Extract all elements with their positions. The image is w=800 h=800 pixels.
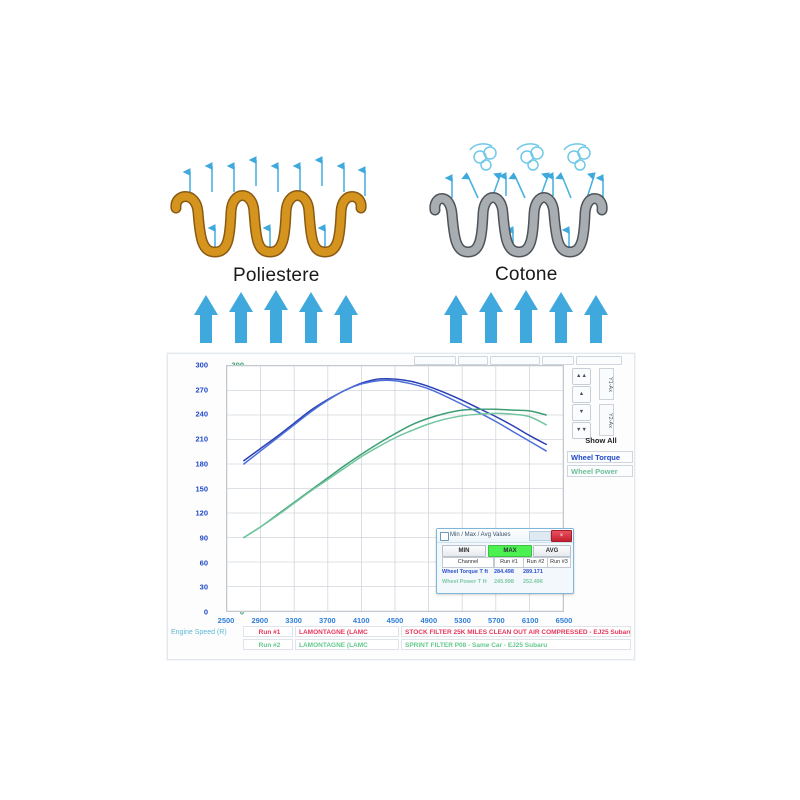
legend-row-run2[interactable]: Run #2 LAMONTAGNE (LAMC SPRINT FILTER P0…: [243, 639, 631, 650]
axis-tick-label: 3700: [319, 616, 336, 625]
row-power-channel: Wheel Power T H: [442, 579, 487, 585]
max-button[interactable]: MAX: [488, 545, 532, 557]
y2-axis-tab[interactable]: Y2-Ax: [599, 404, 614, 436]
y1-axis-tab[interactable]: Y1-Ax: [599, 368, 614, 400]
engine-speed-label: Engine Speed (R): [171, 629, 227, 636]
cotton-group: [429, 143, 608, 343]
legend-run1-description: STOCK FILTER 25K MILES CLEAN OUT AIR COM…: [401, 626, 631, 637]
y-axis-torque-labels: 300 270 240 210 180 150 120 90 60 30 0: [174, 354, 208, 622]
axis-tick-label: 0: [203, 607, 208, 617]
scroll-bottom-button[interactable]: ▼▼: [572, 422, 591, 439]
polyester-valley-airflow-arrows: [207, 224, 326, 250]
axis-tick-label: 240: [195, 409, 208, 419]
legend-run2-number: Run #2: [243, 639, 293, 650]
cotton-intake-arrows: [444, 290, 608, 343]
table-header-run2: Run #2: [523, 557, 548, 568]
polyester-fiber: [172, 191, 366, 257]
dialog-title: Min / Max / Avg Values: [450, 532, 511, 538]
polyester-intake-arrows: [194, 290, 358, 343]
axis-tick-label: 0: [239, 607, 244, 617]
axis-tick-label: 5300: [454, 616, 471, 625]
axis-tick-label: 6500: [555, 616, 573, 625]
axis-tick-label: 2500: [217, 616, 235, 625]
axis-tick-label: 3300: [285, 616, 302, 625]
row-torque-run1: 284.498: [494, 569, 514, 575]
close-icon[interactable]: ×: [551, 530, 572, 542]
cotton-trapped-particles: [469, 143, 591, 171]
polyester-upper-airflow-arrows: [182, 156, 366, 198]
dialog-title-bar[interactable]: Min / Max / Avg Values ×: [437, 529, 573, 543]
polyester-label: Poliestere: [233, 265, 320, 286]
run-legend: Engine Speed (R) Run #1 LAMONTAGNE (LAMC…: [171, 625, 631, 655]
scroll-top-button[interactable]: ▲▲: [572, 368, 591, 385]
legend-row-run1[interactable]: Run #1 LAMONTAGNE (LAMC STOCK FILTER 25K…: [243, 626, 631, 637]
toolbar-button-1[interactable]: [414, 356, 456, 365]
chart-side-controls: ▲▲ ▲ ▼ ▼▼ Y1-Ax Y2-Ax Show All Wheel Tor…: [567, 366, 634, 516]
table-row: Wheel Torque T ft 284.498 289.171: [442, 568, 569, 577]
fabric-comparison-diagram: Poliestere Cotone: [0, 120, 800, 360]
axis-tick-label: 150: [195, 484, 208, 493]
row-torque-run2: 289.171: [523, 569, 543, 575]
row-power-run1: 245.998: [494, 579, 514, 585]
chart-toolbar: [414, 354, 622, 365]
avg-button[interactable]: AVG: [533, 545, 571, 557]
axis-tick-label: 30: [199, 582, 208, 592]
axis-tick-label: 5700: [488, 616, 505, 625]
toolbar-button-5[interactable]: [576, 356, 622, 365]
axis-tick-label: 4100: [352, 616, 370, 625]
polyester-group: [170, 156, 367, 343]
axis-tick-label: 270: [195, 385, 208, 395]
fabric-diagram-svg: [170, 143, 608, 343]
legend-run1-name: LAMONTAGNE (LAMC: [295, 626, 399, 637]
axis-tick-label: 120: [195, 508, 208, 518]
show-all-button[interactable]: Show All: [585, 436, 617, 445]
table-header-channel: Channel: [442, 557, 494, 568]
min-button[interactable]: MIN: [442, 545, 486, 557]
min-max-avg-dialog[interactable]: Min / Max / Avg Values × MIN MAX AVG Cha…: [436, 528, 574, 594]
cotton-fiber: [430, 193, 607, 257]
axis-tick-label: 180: [195, 459, 208, 469]
axis-tick-label: 4900: [420, 616, 438, 625]
axis-tick-label: 60: [199, 558, 208, 568]
scroll-up-button[interactable]: ▲: [572, 386, 591, 403]
table-header-run1: Run #1: [494, 557, 524, 568]
scroll-down-button[interactable]: ▼: [572, 404, 591, 421]
axis-tick-label: 210: [195, 434, 208, 444]
legend-run1-number: Run #1: [243, 626, 293, 637]
axis-tick-label: 4500: [386, 616, 404, 625]
row-power-run2: 252.496: [523, 579, 543, 585]
table-header-run3: Run #3: [547, 557, 571, 568]
legend-run2-description: SPRINT FILTER P08 - Same Car - EJ25 Suba…: [401, 639, 631, 650]
axis-tick-label: 90: [199, 533, 208, 543]
cotton-deflected-airflow-arrows: [444, 172, 604, 199]
axis-tick-label: 2900: [251, 616, 269, 625]
minimize-maximize-buttons[interactable]: [529, 531, 551, 541]
axis-tick-label: 300: [195, 360, 208, 370]
toolbar-button-4[interactable]: [542, 356, 574, 365]
channel-button-wheel-torque[interactable]: Wheel Torque: [567, 451, 633, 463]
toolbar-button-3[interactable]: [490, 356, 540, 365]
row-torque-channel: Wheel Torque T ft: [442, 569, 489, 575]
window-icon: [440, 532, 449, 541]
cotton-label: Cotone: [495, 264, 558, 285]
toolbar-button-2[interactable]: [458, 356, 488, 365]
legend-run2-name: LAMONTAGNE (LAMC: [295, 639, 399, 650]
axis-tick-label: 6100: [521, 616, 539, 625]
channel-button-wheel-power[interactable]: Wheel Power: [567, 465, 633, 477]
table-row: Wheel Power T H 245.998 252.496: [442, 578, 569, 587]
x-axis-engine-speed-labels: 2500 2900 3300 3700 4100 4500 4900 5300 5700 6100…: [218, 616, 573, 628]
